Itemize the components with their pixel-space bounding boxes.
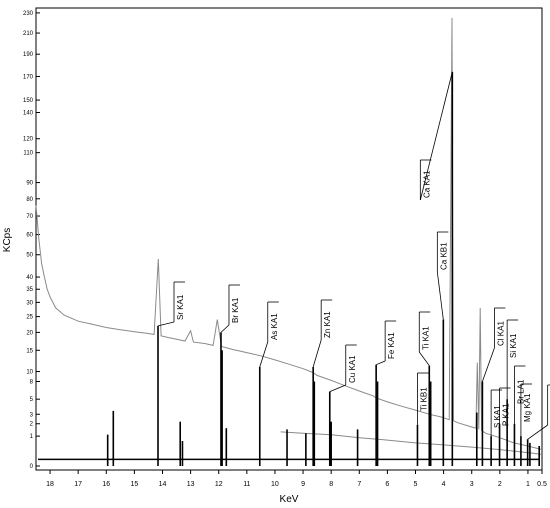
x-tick-label: 18 <box>46 481 54 488</box>
annotation-label: Br KA1 <box>231 297 240 323</box>
x-tick-label: 3 <box>470 481 474 488</box>
annotation-leader <box>375 360 386 366</box>
annotation-label: Cl KA1 <box>496 321 505 346</box>
annotation-leader <box>419 71 453 201</box>
annotation-leader <box>220 324 230 333</box>
annotation-label: Si KA1 <box>509 333 518 358</box>
x-tick-label: 11 <box>243 481 250 488</box>
background-fit-line <box>280 431 543 455</box>
y-tick-label: 230 <box>23 11 34 17</box>
annotation-label: Zn KA1 <box>323 311 332 338</box>
y-tick-label: 20 <box>26 330 33 336</box>
y-tick-label: 3 <box>30 412 34 418</box>
annotation-leader <box>157 321 175 327</box>
y-tick-label: 70 <box>26 214 33 220</box>
annotation-leader <box>329 384 346 392</box>
annotation-label: As KA1 <box>270 313 279 340</box>
annotation-label: Ca KA1 <box>422 170 431 198</box>
y-tick-label: 2 <box>30 422 34 428</box>
annotation-leader <box>527 424 548 440</box>
x-tick-label: 0.5 <box>537 481 547 488</box>
plot-frame <box>35 7 543 471</box>
x-tick-label: 15 <box>130 481 138 488</box>
annotation-label: Ti KB1 <box>419 387 428 411</box>
y-tick-label: 30 <box>26 300 33 306</box>
y-tick-label: 170 <box>23 74 34 80</box>
y-axis-ticks: 0123581015202530354050607080901101201401… <box>23 11 40 470</box>
annotation-label: Mg KA1 <box>523 393 532 422</box>
peak-annotations: Sr KA1 Br KA1 As KA1 Zn KA1 Cu KA1 Fe KA1 Ti K… <box>157 71 550 440</box>
y-tick-label: 5 <box>30 397 34 403</box>
x-tick-label: 13 <box>187 481 195 488</box>
y-tick-label: 110 <box>23 151 33 157</box>
annotation-label: Fe KA1 <box>387 332 396 359</box>
y-axis-label: KCps <box>2 228 13 252</box>
x-tick-label: 8 <box>329 481 333 488</box>
annotation-leader <box>482 347 495 382</box>
y-tick-label: 90 <box>26 181 33 187</box>
annotation-label: S KA1 <box>493 405 502 428</box>
x-tick-label: 4 <box>442 481 446 488</box>
annotation-label: Ca KB1 <box>439 242 448 270</box>
x-tick-label: 16 <box>102 481 110 488</box>
x-tick-label: 9 <box>301 481 305 488</box>
annotation-label: Sr KA1 <box>176 294 185 320</box>
annotation-label: Ti KA1 <box>421 326 430 350</box>
annotation-leader <box>259 341 269 368</box>
x-tick-label: 14 <box>159 481 167 488</box>
x-tick-label: 5 <box>414 481 418 488</box>
y-tick-label: 140 <box>23 110 34 116</box>
x-tick-label: 10 <box>271 481 279 488</box>
series-layer <box>35 17 543 466</box>
x-tick-label: 12 <box>215 481 223 488</box>
y-tick-label: 25 <box>26 315 33 321</box>
x-tick-label: 1 <box>526 481 530 488</box>
y-tick-label: 1 <box>30 434 34 440</box>
annotation-leader <box>312 339 322 368</box>
y-tick-label: 0 <box>30 464 34 470</box>
y-tick-label: 10 <box>26 370 33 376</box>
x-axis-label: KeV <box>280 494 299 505</box>
y-tick-label: 8 <box>30 379 34 385</box>
annotation-leader <box>436 271 444 320</box>
y-tick-label: 60 <box>26 233 33 239</box>
y-tick-label: 15 <box>26 348 33 354</box>
annotation-label: P KA1 <box>502 403 511 426</box>
y-tick-label: 150 <box>23 98 34 104</box>
x-axis-ticks: 18 17 16 15 14 13 12 11 10 9 8 7 6 5 4 3 2 1 0.5 <box>46 470 547 488</box>
y-tick-label: 120 <box>23 137 34 143</box>
annotation-label: Cu KA1 <box>348 355 357 383</box>
measured-spectrum-line <box>35 17 543 451</box>
y-tick-label: 190 <box>23 52 34 58</box>
x-tick-label: 7 <box>357 481 361 488</box>
y-tick-label: 35 <box>26 287 33 293</box>
x-tick-label: 2 <box>498 481 502 488</box>
y-tick-label: 80 <box>26 197 33 203</box>
y-tick-label: 210 <box>23 31 34 37</box>
y-tick-label: 40 <box>26 275 33 281</box>
x-tick-label: 17 <box>74 481 82 488</box>
y-tick-label: 50 <box>26 253 33 259</box>
x-tick-label: 6 <box>385 481 389 488</box>
annotation-leader <box>418 351 430 366</box>
